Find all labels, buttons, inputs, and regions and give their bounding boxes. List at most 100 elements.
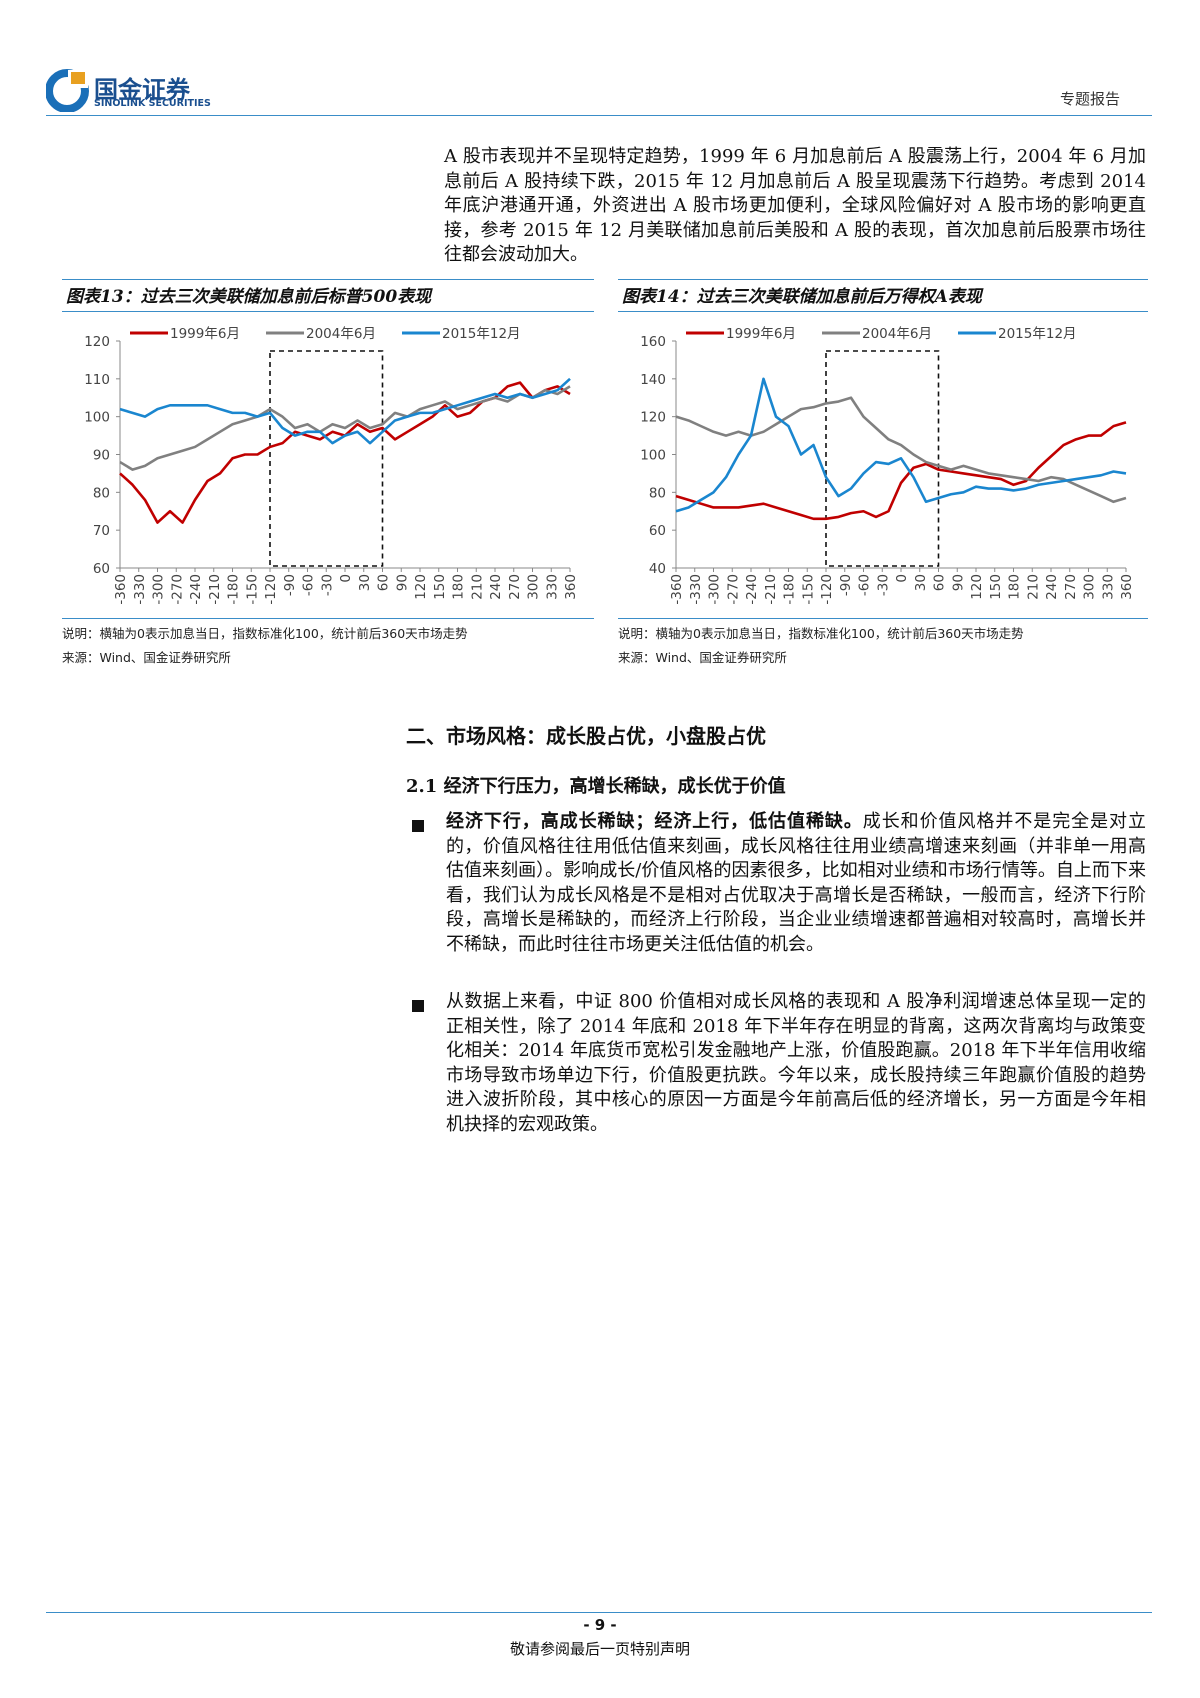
figure-caption: 图表14：过去三次美联储加息前后万得权A表现 [622,287,982,307]
x-tick-label: -30 [319,574,335,596]
y-tick-label: 40 [649,561,666,577]
footer-rule [46,1612,1152,1613]
x-tick-label: -120 [819,574,835,605]
legend-label: 1999年6月 [170,326,240,342]
x-tick-label: -150 [244,574,260,605]
x-tick-label: -270 [725,574,741,605]
bullet-paragraph: 经济下行，高成长稀缺；经济上行，低估值稀缺。成长和价值风格并不是完全是对立的，价… [446,810,1146,957]
figure-source: 来源：Wind、国金证券研究所 [62,650,231,665]
x-tick-label: 360 [1119,574,1135,600]
header-rule [46,115,1152,116]
x-tick-label: 120 [413,574,429,600]
series-line [675,377,1127,513]
x-tick-label: 60 [932,574,948,591]
x-tick-label: 300 [1082,574,1098,600]
x-tick-label: 30 [913,574,929,591]
figure-source: 来源：Wind、国金证券研究所 [618,650,787,665]
x-tick-label: -330 [132,574,148,605]
x-tick-label: 150 [988,574,1004,600]
x-tick-label: -180 [226,574,242,605]
y-tick-label: 80 [93,485,110,501]
bullet-marker [412,1000,424,1012]
legend-label: 2004年6月 [306,326,376,342]
x-tick-label: 210 [469,574,485,600]
page-number: - 9 - [583,1616,617,1634]
x-tick-label: 0 [338,574,354,583]
section-heading: 二、市场风格：成长股占优，小盘股占优 [406,724,766,748]
x-tick-label: 150 [432,574,448,600]
series-line [119,377,571,445]
x-tick-label: 180 [1007,574,1023,600]
x-tick-label: 90 [394,574,410,591]
x-tick-label: -210 [207,574,223,605]
bullet-text: 成长和价值风格并不是完全是对立的，价值风格往往用低估值来刻画，成长风格往往用业绩… [446,811,1147,955]
logo-en: SINOLINK SECURITIES [94,98,211,109]
x-tick-label: -360 [113,574,129,605]
y-tick-label: 90 [93,448,110,464]
bullet-paragraph: 从数据上来看，中证 800 价值相对成长风格的表现和 A 股净利润增速总体呈现一… [446,990,1146,1137]
y-tick-label: 120 [84,334,110,350]
x-tick-label: 30 [357,574,373,591]
y-tick-label: 100 [640,448,666,464]
legend-label: 2015年12月 [998,326,1077,342]
y-tick-label: 100 [84,410,110,426]
x-tick-label: -360 [669,574,685,605]
y-tick-label: 70 [93,523,110,539]
x-tick-label: 120 [969,574,985,600]
x-tick-label: 0 [894,574,910,583]
x-tick-label: -300 [151,574,167,605]
disclaimer: 敬请参阅最后一页特别声明 [509,1640,690,1658]
x-tick-label: 90 [950,574,966,591]
bullet-text: 从数据上来看，中证 800 价值相对成长风格的表现和 A 股净利润增速总体呈现一… [446,991,1146,1135]
figure-rule [62,618,594,619]
x-tick-label: 330 [1100,574,1116,600]
figure-note: 说明：横轴为0表示加息当日，指数标准化100，统计前后360天市场走势 [618,626,1024,641]
x-tick-label: 240 [1044,574,1060,600]
x-tick-label: -270 [169,574,185,605]
x-tick-label: 360 [563,574,579,600]
intro-paragraph: A 股市表现并不呈现特定趋势，1999 年 6 月加息前后 A 股震荡上行，20… [444,146,1146,265]
legend-label: 2004年6月 [862,326,932,342]
x-tick-label: -60 [857,574,873,596]
x-tick-label: 300 [526,574,542,600]
y-tick-label: 160 [640,334,666,350]
x-tick-label: -150 [800,574,816,605]
x-tick-label: 270 [1063,574,1079,600]
legend-label: 1999年6月 [726,326,796,342]
x-tick-label: -330 [688,574,704,605]
x-tick-label: -240 [744,574,760,605]
caption-rule [618,279,1148,280]
x-tick-label: -60 [301,574,317,596]
x-tick-label: 60 [376,574,392,591]
logo-name: 国金证券 [94,76,190,104]
x-tick-label: 210 [1025,574,1041,600]
y-tick-label: 110 [84,372,110,388]
y-tick-label: 140 [640,372,666,388]
logo-icon [46,69,89,112]
x-tick-label: -180 [782,574,798,605]
x-tick-label: 330 [544,574,560,600]
x-tick-label: -240 [188,574,204,605]
y-tick-label: 80 [649,485,666,501]
x-tick-label: -120 [263,574,279,605]
x-tick-label: -90 [838,574,854,596]
y-tick-label: 120 [640,410,666,426]
subsection-heading: 2.1 经济下行压力，高增长稀缺，成长优于价值 [406,776,786,797]
series-line [119,385,571,471]
series-line [119,381,571,524]
caption-rule [618,311,1148,312]
report-type: 专题报告 [1060,90,1121,108]
caption-rule [62,279,594,280]
highlight-box [269,350,384,567]
x-tick-label: 270 [507,574,523,600]
series-line [675,421,1127,521]
y-tick-label: 60 [649,523,666,539]
x-tick-label: -300 [707,574,723,605]
x-tick-label: -210 [763,574,779,605]
x-tick-label: 240 [488,574,504,600]
legend-label: 2015年12月 [442,326,521,342]
x-tick-label: -30 [875,574,891,596]
